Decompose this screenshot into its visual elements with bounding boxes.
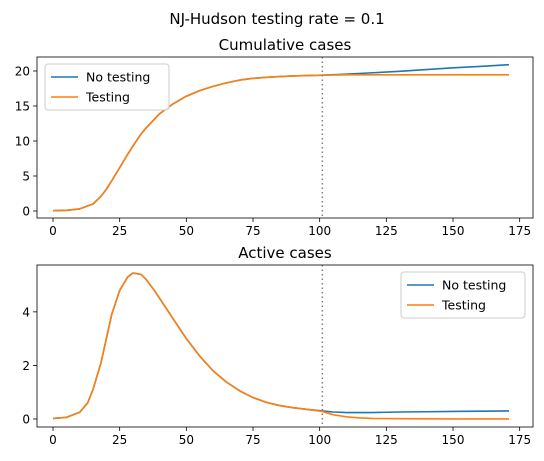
cumulative-x-tick-label: 100: [308, 224, 331, 238]
active-x-tick-label: 25: [112, 433, 127, 447]
active-y-tick-label: 2: [22, 359, 30, 373]
active-legend-box: [400, 271, 526, 319]
cumulative-series-line-testing: [52, 74, 509, 212]
cumulative-x-tick-label: 0: [49, 224, 57, 238]
active-cases-panel: Active cases 0 25 50 75 100 125 150 175 0 2 4 No tes…: [22, 244, 534, 447]
active-x-tick-label: 50: [179, 433, 194, 447]
cumulative-x-tick-label: 175: [508, 224, 531, 238]
cumulative-y-tick-label: 20: [15, 65, 30, 79]
active-series-line-testing: [52, 272, 509, 420]
figure-suptitle: NJ-Hudson testing rate = 0.1: [169, 10, 384, 28]
active-chart-title: Active cases: [238, 244, 332, 262]
cumulative-y-tick-label: 10: [15, 135, 30, 149]
cumulative-legend: No testing Testing: [44, 63, 170, 111]
cumulative-y-tick-label: 0: [22, 205, 30, 219]
cumulative-legend-label-testing: Testing: [85, 90, 130, 105]
cumulative-x-tick-label: 125: [375, 224, 398, 238]
cumulative-x-tick-label: 25: [112, 224, 127, 238]
active-x-tick-label: 175: [508, 433, 531, 447]
cumulative-chart-title: Cumulative cases: [219, 36, 352, 54]
cumulative-cases-panel: Cumulative cases 0 25 50 75 100 125 150 175 0 5 10 1…: [15, 36, 534, 238]
cumulative-series-group: [52, 63, 510, 212]
cumulative-x-tick-label: 150: [442, 224, 465, 238]
cumulative-x-tick-label: 50: [179, 224, 194, 238]
active-series-group: [52, 272, 510, 420]
cumulative-axes-frame: [36, 56, 534, 219]
active-y-tick-label: 4: [22, 305, 30, 319]
active-x-tick-label: 100: [308, 433, 331, 447]
cumulative-legend-label-no-testing: No testing: [86, 70, 150, 85]
cumulative-y-tick-label: 5: [22, 170, 30, 184]
cumulative-x-tick-label: 75: [245, 224, 260, 238]
cumulative-y-tick-label: 15: [15, 100, 30, 114]
active-axes-frame: [36, 264, 534, 428]
active-legend: No testing Testing: [400, 271, 526, 319]
active-y-tick-label: 0: [22, 412, 30, 426]
active-legend-label-no-testing: No testing: [442, 278, 506, 293]
active-x-tick-label: 75: [245, 433, 260, 447]
active-legend-label-testing: Testing: [441, 298, 486, 313]
active-x-tick-label: 125: [375, 433, 398, 447]
active-x-tick-label: 0: [49, 433, 57, 447]
active-x-tick-label: 150: [442, 433, 465, 447]
cumulative-legend-box: [44, 63, 170, 111]
